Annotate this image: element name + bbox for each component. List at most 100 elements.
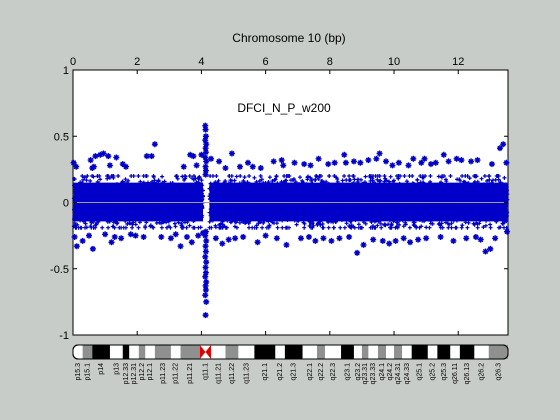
data-point <box>219 240 226 247</box>
centromere-data-point <box>202 264 209 271</box>
data-point <box>312 237 319 244</box>
centromere-marker <box>199 345 212 359</box>
centromere-data-point <box>202 167 209 174</box>
band-label: p13 <box>113 363 120 375</box>
chart-title: Chromosome 10 (bp) <box>232 31 345 45</box>
band-label: q24.33 <box>404 363 411 385</box>
data-point <box>418 159 425 166</box>
data-point <box>291 159 298 166</box>
centromere-data-point <box>202 286 209 293</box>
ideogram-band <box>316 345 326 359</box>
data-point <box>437 233 444 240</box>
data-point <box>198 151 205 158</box>
data-point <box>73 163 80 170</box>
x-axis-top: 0 2 4 6 8 10 12 <box>70 56 464 335</box>
ideogram-band <box>437 345 451 359</box>
centromere-data-point <box>202 292 209 299</box>
band-label: q23.1 <box>344 363 351 381</box>
band-label: q21.2 <box>277 363 284 381</box>
data-point <box>70 159 77 166</box>
band-label: p11.21 <box>187 363 194 384</box>
data-point <box>127 231 134 238</box>
data-point <box>113 154 120 161</box>
data-point <box>386 240 393 247</box>
band-label: p11.22 <box>173 363 180 384</box>
data-point <box>450 237 457 244</box>
data-point <box>307 162 314 169</box>
data-point <box>187 151 194 158</box>
data-point <box>357 159 364 166</box>
data-point <box>474 157 481 164</box>
data-point <box>195 232 202 239</box>
data-point <box>97 151 104 158</box>
data-point <box>496 145 503 152</box>
data-point <box>236 163 243 170</box>
centromere-data-point <box>203 279 210 285</box>
data-point <box>280 162 287 169</box>
ideogram-band <box>122 345 130 359</box>
data-point <box>200 229 207 236</box>
data-point <box>370 236 377 243</box>
data-point <box>132 232 139 239</box>
ideogram-band <box>341 345 354 359</box>
data-point <box>432 159 439 166</box>
ideogram-band <box>394 345 403 359</box>
centromere-data-point <box>202 145 209 152</box>
data-point <box>102 231 109 238</box>
centromere-data-point <box>202 248 209 255</box>
centromere-data-point <box>202 312 209 319</box>
data-point <box>183 233 190 240</box>
y-tick-label: 1 <box>63 65 69 77</box>
y-tick-label: -1 <box>59 330 69 342</box>
data-point <box>336 235 343 242</box>
ideogram-band <box>488 345 508 359</box>
data-point <box>468 158 475 165</box>
data-point <box>148 153 155 160</box>
ideogram-band <box>377 345 387 359</box>
data-point <box>477 236 484 243</box>
band-label: q25.1 <box>417 363 424 381</box>
data-point <box>108 239 115 246</box>
centromere-data-point <box>203 298 210 305</box>
data-point <box>119 161 126 168</box>
band-label: q26.11 <box>452 363 459 384</box>
y-axis: -1 -0.5 0 0.5 1 <box>50 65 508 342</box>
band-label: q11.22 <box>229 363 236 384</box>
data-point <box>273 235 280 242</box>
data-point <box>342 159 349 166</box>
data-point <box>270 158 277 165</box>
data-point <box>225 236 232 243</box>
data-point <box>405 162 412 169</box>
data-point <box>427 161 434 168</box>
centromere-data-point <box>203 158 210 165</box>
data-point <box>244 159 251 166</box>
data-point <box>208 155 215 162</box>
ideogram-band <box>225 345 239 359</box>
centromere-data-point <box>202 133 209 140</box>
centromere-data-point <box>202 149 209 156</box>
x-tick-label: 6 <box>263 56 269 68</box>
data-point <box>503 159 510 166</box>
band-label: q23.33 <box>370 363 377 385</box>
data-point <box>346 233 353 240</box>
data-point <box>423 235 430 242</box>
data-point <box>350 158 357 165</box>
data-point <box>500 141 507 148</box>
data-point <box>278 157 285 164</box>
data-point <box>158 233 165 240</box>
y-tick-label: 0 <box>63 198 69 210</box>
band-label: q21.3 <box>291 363 298 381</box>
band-label: q24.31 <box>395 363 402 385</box>
x-tick-label: 2 <box>134 56 140 68</box>
data-point <box>400 235 407 242</box>
data-point <box>172 231 179 238</box>
centromere-data-point <box>203 141 210 148</box>
data-point <box>325 161 332 168</box>
ideogram-band <box>254 345 276 359</box>
data-point <box>122 163 129 170</box>
centromere-data-point <box>202 154 209 161</box>
chromosome-ideogram: p15.3 p15.1 p14 p13 p12.33 p12.31 p12.2 p12.1 p1… <box>72 344 509 385</box>
band-label: q21.1 <box>262 363 269 381</box>
